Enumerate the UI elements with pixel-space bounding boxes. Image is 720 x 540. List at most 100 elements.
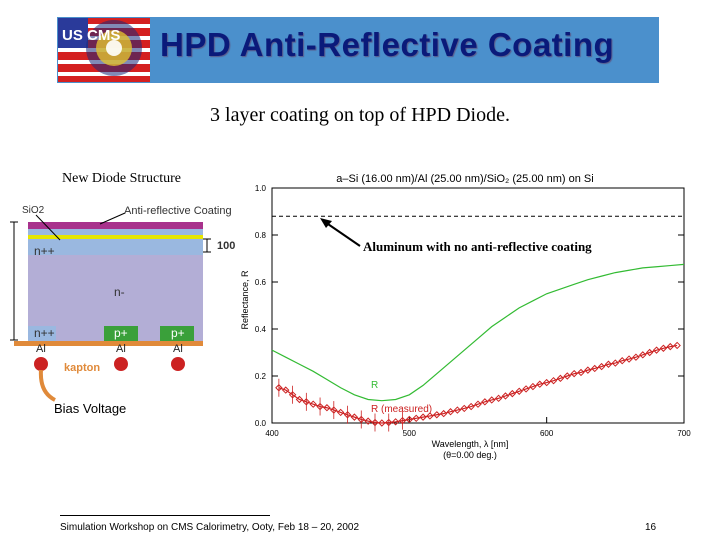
measured-point-3 [295, 395, 304, 404]
measured-point-17 [391, 418, 400, 426]
al-label-2: Al [116, 343, 126, 355]
measured-point-46 [591, 364, 599, 373]
x-axis-label: Wavelength, λ [nm] [432, 439, 509, 449]
p-plus-2-label: p+ [171, 326, 185, 340]
y-axis-label: Reflectance, R [240, 270, 250, 330]
series-line-0 [271, 263, 685, 402]
measured-point-13 [364, 417, 372, 425]
bump-1 [34, 357, 48, 371]
measured-point-31 [488, 396, 496, 404]
diagram-caption: New Diode Structure [62, 171, 181, 186]
measured-point-7 [323, 404, 331, 412]
al-thin-layer [28, 235, 203, 239]
x-tick-label-2: 600 [540, 429, 554, 438]
measured-point-25 [446, 408, 455, 416]
annotation-text: Aluminum with no anti-reflective coating [363, 239, 592, 254]
measured-point-33 [501, 392, 510, 400]
x-axis-label-2: (θ=0.00 deg.) [443, 450, 497, 460]
plot-frame [271, 187, 685, 424]
measured-point-34 [508, 389, 517, 398]
bump-3 [171, 357, 185, 371]
measured-point-44 [577, 368, 585, 377]
measured-point-27 [460, 404, 468, 413]
kapton-label: kapton [64, 362, 101, 374]
y-tick-label-5: 1.0 [255, 184, 267, 193]
measured-point-32 [494, 394, 503, 403]
measured-point-42 [563, 372, 571, 380]
n-plus-plus-bottom [28, 326, 56, 341]
measured-point-23 [433, 411, 441, 419]
bias-voltage-label: Bias Voltage [54, 401, 127, 416]
measured-point-57 [666, 342, 674, 351]
annotation-arrow [324, 221, 361, 247]
measured-point-43 [570, 369, 578, 378]
page-number: 16 [645, 522, 657, 533]
page-title: HPD Anti-Reflective Coating [160, 26, 615, 63]
subtitle: 3 layer coating on top of HPD Diode. [210, 104, 510, 126]
chart-axes [271, 187, 685, 424]
measured-point-5 [309, 400, 317, 408]
bump-2 [114, 357, 128, 371]
y-tick-label-3: 0.6 [255, 278, 267, 287]
title-banner [57, 17, 659, 83]
bias-wire [38, 369, 57, 402]
p-plus-1 [104, 326, 138, 341]
measured-point-45 [584, 366, 592, 374]
measured-point-53 [639, 351, 647, 359]
y-tick-label-1: 0.2 [255, 372, 267, 381]
chart-title: a–Si (16.00 nm)/Al (25.00 nm)/SiO₂ (25.0… [336, 173, 593, 185]
measured-point-55 [652, 346, 661, 354]
n-plus-plus-top-label: n++ [34, 244, 55, 258]
measured-point-49 [611, 359, 620, 367]
uscms-logo: US CMS [58, 18, 150, 82]
measured-point-56 [659, 344, 668, 352]
kapton-layer [14, 341, 203, 346]
measured-point-9 [336, 408, 345, 417]
n-plus-plus-top-layer [28, 239, 203, 255]
measured-point-24 [439, 409, 448, 418]
al-label-1: Al [36, 343, 46, 355]
measured-point-26 [453, 406, 462, 414]
y-tick-label-0: 0.0 [255, 419, 267, 428]
sio2-layer [28, 229, 203, 235]
x-tick-label-3: 700 [677, 429, 691, 438]
chart-ticks: 0.0 0.2 0.4 0.6 0.8 1.0 400 500 600 700 [255, 184, 691, 438]
measured-point-30 [481, 398, 489, 406]
measured-point-37 [529, 382, 537, 391]
chart-series [271, 263, 685, 432]
measured-point-28 [467, 402, 475, 411]
arc-label: Anti-reflective Coating [124, 205, 232, 217]
measured-point-48 [604, 360, 613, 368]
al-label-3: Al [173, 343, 183, 355]
measured-point-38 [536, 380, 544, 388]
measured-point-47 [597, 362, 606, 371]
measured-point-50 [618, 357, 626, 365]
p-plus-2 [160, 326, 194, 341]
measured-point-36 [522, 385, 530, 393]
x-tick-label-0: 400 [265, 429, 279, 438]
n-region-label: n- [114, 285, 125, 299]
legend-r: R [371, 380, 378, 391]
measured-point-21 [419, 413, 427, 421]
logo-text: US CMS [62, 27, 120, 44]
legend-r-measured: R (measured) [371, 404, 432, 415]
measured-point-51 [625, 355, 633, 363]
measured-point-41 [556, 374, 565, 383]
measured-point-52 [632, 353, 640, 361]
measured-point-19 [405, 415, 414, 424]
measured-point-35 [515, 387, 523, 395]
arc-layer [28, 222, 203, 229]
measured-point-20 [412, 414, 420, 423]
measured-point-39 [542, 378, 551, 387]
measured-point-29 [474, 400, 482, 408]
measured-point-11 [350, 413, 359, 421]
n-plus-plus-bottom-label: n++ [34, 326, 55, 340]
x-tick-label-1: 500 [403, 429, 417, 438]
y-tick-label-4: 0.8 [255, 231, 267, 240]
measured-point-1 [282, 386, 290, 394]
measured-point-22 [426, 412, 434, 420]
p-plus-1-label: p+ [114, 326, 128, 340]
annotation-arrowhead [320, 218, 332, 228]
